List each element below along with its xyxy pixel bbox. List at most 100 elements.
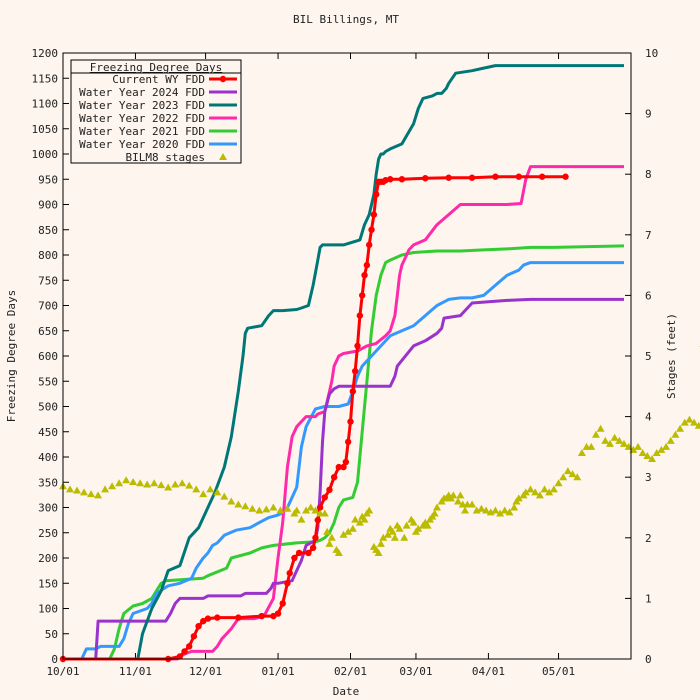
stage-point: [276, 506, 285, 514]
stage-point: [150, 479, 159, 487]
stage-point: [531, 488, 540, 496]
series-point: [190, 633, 198, 640]
series-point: [422, 175, 429, 182]
stage-point: [671, 430, 680, 438]
stage-point: [94, 491, 103, 499]
series-point: [330, 474, 338, 481]
series-point: [538, 173, 546, 180]
stage-point: [320, 509, 329, 517]
stage-point: [643, 451, 652, 459]
legend: Freezing Degree Days Current WY FDDWater…: [70, 59, 242, 164]
legend-box: [70, 59, 242, 164]
stage-point: [535, 491, 544, 499]
stage-point: [323, 527, 332, 535]
stage-point: [351, 515, 360, 523]
stage-point: [540, 485, 549, 493]
stage-point: [192, 485, 201, 493]
legend-title: Freezing Degree Days: [90, 61, 222, 74]
series-point: [200, 617, 207, 625]
y-tick-label: 750: [38, 274, 58, 287]
stage-point: [657, 445, 666, 453]
stage-point: [348, 524, 357, 532]
series-point: [204, 615, 212, 622]
stage-point: [430, 509, 439, 517]
stage-point: [545, 488, 554, 496]
stage-point: [652, 448, 661, 456]
stage-point: [615, 436, 624, 444]
x-tick-label: 04/01: [472, 665, 505, 678]
stage-point: [409, 518, 418, 526]
stage-point: [596, 424, 605, 432]
stage-point: [185, 481, 194, 489]
series-point: [562, 173, 569, 180]
series-point: [316, 504, 324, 511]
stage-point: [549, 485, 558, 493]
stage-point: [491, 506, 500, 514]
series-point: [321, 494, 328, 501]
stage-point: [694, 421, 700, 429]
stage-point: [262, 505, 271, 513]
series-point: [309, 544, 317, 552]
y2-tick-label: 9: [645, 108, 652, 121]
series-point: [445, 174, 452, 181]
series-line: [63, 165, 624, 661]
x-tick-label: 02/01: [334, 665, 367, 678]
series-point: [284, 580, 291, 587]
series-point: [286, 569, 293, 577]
stage-point: [355, 518, 364, 526]
y-tick-label: 400: [38, 451, 58, 464]
stage-point: [115, 479, 124, 487]
series-point: [351, 367, 359, 375]
stage-point: [87, 490, 96, 498]
stage-point: [666, 436, 675, 444]
series-point: [274, 610, 282, 617]
y-tick-label: 150: [38, 577, 58, 590]
legend-entry-label: Water Year 2022 FDD: [79, 112, 205, 125]
stage-point: [432, 503, 441, 511]
series-point: [340, 463, 347, 471]
stage-point: [73, 486, 82, 494]
stage-point: [414, 524, 423, 532]
legend-entry-label: Water Year 2020 FDD: [79, 138, 205, 151]
stage-point: [461, 506, 470, 514]
series-point: [358, 292, 366, 299]
series-point: [361, 272, 368, 279]
series-line: [63, 64, 624, 661]
stage-point: [122, 476, 131, 484]
stage-point: [360, 515, 369, 523]
y-tick-label: 900: [38, 199, 58, 212]
y2-axis-label: Stages (feet): [665, 313, 678, 399]
y-tick-label: 700: [38, 300, 58, 313]
stage-point: [241, 502, 250, 510]
series-point: [387, 176, 394, 183]
y-tick-label: 850: [38, 224, 58, 237]
y-tick-label: 450: [38, 426, 58, 439]
stage-point: [136, 479, 145, 487]
y-tick-label: 1200: [32, 47, 59, 60]
stage-point: [66, 485, 75, 493]
stage-point: [605, 439, 614, 447]
stage-point: [521, 488, 530, 496]
stage-point: [500, 506, 509, 514]
series-point: [186, 643, 193, 650]
legend-entry-label: Water Year 2021 FDD: [79, 125, 205, 138]
legend-entry-label: Water Year 2024 FDD: [79, 86, 205, 99]
stage-point: [638, 448, 647, 456]
stage-point: [213, 488, 222, 496]
series-point: [342, 458, 350, 466]
series-point: [366, 241, 373, 249]
series-line: [63, 244, 625, 661]
legend-entry-label: Current WY FDD: [112, 73, 205, 86]
series-point: [349, 388, 357, 395]
stage-point: [365, 506, 374, 514]
legend-entry-marker: [219, 153, 227, 160]
chart-title: BIL Billings, MT: [293, 13, 399, 26]
stage-point: [568, 470, 577, 478]
stage-point: [199, 490, 208, 498]
series-point: [291, 554, 298, 562]
stage-point: [402, 521, 411, 529]
x-tick-label: 11/01: [119, 665, 152, 678]
stage-point: [510, 503, 519, 511]
series-line: [63, 261, 624, 661]
y-tick-label: 50: [45, 628, 58, 641]
